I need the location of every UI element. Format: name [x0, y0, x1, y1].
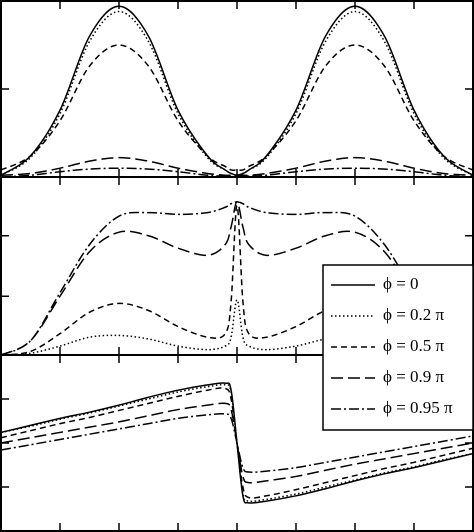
series-line [0, 156, 474, 177]
series-line [0, 201, 474, 356]
legend-label: ϕ = 0.5 π [383, 336, 445, 355]
series-line [0, 412, 474, 474]
legend-label: ϕ = 0 [383, 274, 419, 293]
series-line [0, 5, 474, 176]
series-line [0, 402, 474, 484]
legend-label: ϕ = 0.9 π [383, 367, 445, 386]
panel-frame [0, 354, 474, 532]
panel-frame [0, 0, 474, 178]
series-line [0, 204, 474, 356]
series-line [0, 10, 474, 176]
series-line [0, 387, 474, 499]
series-line [0, 44, 474, 171]
legend-label: ϕ = 0.2 π [383, 305, 445, 324]
legend-box [322, 264, 474, 431]
legend-label: ϕ = 0.95 π [383, 398, 453, 417]
